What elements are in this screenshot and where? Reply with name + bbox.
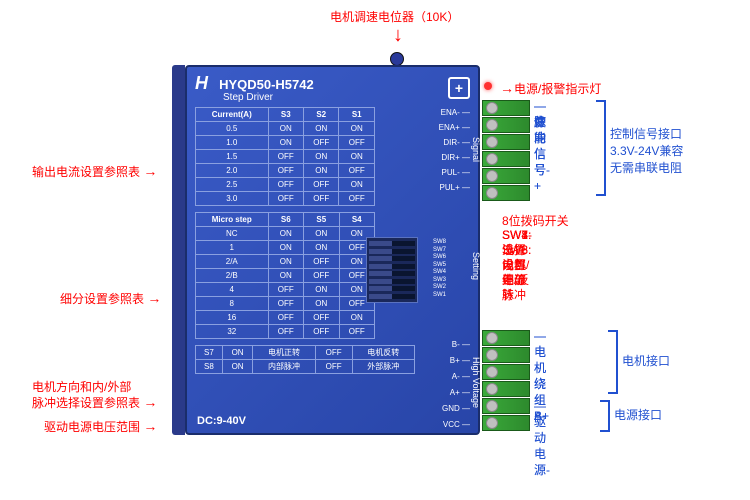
- driver-side-edge: [172, 65, 185, 435]
- step-driver-body: H HYQD50-H5742 Step Driver + Current(A)S…: [185, 65, 480, 435]
- motor-bracket: [608, 330, 618, 394]
- microstep-table: Micro stepS6S5S4NCONONON1ONONOFF2/AONOFF…: [195, 212, 375, 339]
- current-table-label: 输出电流设置参照表 →: [32, 163, 157, 180]
- brand-logo: H: [195, 73, 208, 94]
- power-alarm-label: →电源/报警指示灯: [500, 80, 601, 97]
- dip-switch-labels: SW8SW7SW6SW5SW4SW3SW2SW1: [433, 239, 446, 299]
- signal-terminal[interactable]: [482, 100, 530, 202]
- signal-section-label: Signal: [471, 137, 481, 162]
- power-led-icon: [484, 82, 492, 90]
- signal-pin-labels: ENA- —ENA+ —DIR- —DIR+ —PUL- —PUL+ —: [439, 105, 470, 195]
- dir-pulse-label-2: 脉冲选择设置参照表 →: [32, 394, 157, 411]
- dip-title: 8位拨码开关: [502, 212, 569, 229]
- dip-switch-block[interactable]: [366, 237, 418, 303]
- signal-bracket: [596, 100, 606, 196]
- dir-pulse-label-1: 电机方向和内/外部: [32, 378, 131, 395]
- signal-group-1: 控制信号接口: [610, 125, 682, 142]
- model-number: HYQD50-H5742: [219, 77, 314, 92]
- voltage-range-label: 驱动电源电压范围 →: [44, 418, 157, 435]
- signal-group-2: 3.3V-24V兼容: [610, 142, 683, 159]
- micro-table-label: 细分设置参照表 →: [60, 290, 161, 307]
- motor-group-label: 电机接口: [622, 352, 670, 369]
- potentiometer-label: 电机调速电位器（10K）: [330, 8, 459, 25]
- hv-pin-labels: B- —B+ —A- —A+ —GND —VCC —: [442, 337, 470, 433]
- power-bracket: [600, 400, 610, 432]
- voltage-range: DC:9-40V: [197, 415, 246, 427]
- current-table: Current(A)S3S2S10.5ONONON1.0ONOFFOFF1.5O…: [195, 107, 375, 206]
- hv-section-label: High Voltage: [471, 357, 481, 408]
- potentiometer-knob: [390, 52, 404, 66]
- power-terminal[interactable]: [482, 330, 530, 432]
- power-group-label: 电源接口: [614, 406, 662, 423]
- direction-pulse-table: S7ON电机正转OFF电机反转S8ON内部脉冲OFF外部脉冲: [195, 345, 415, 374]
- signal-group-3: 无需串联电阻: [610, 159, 682, 176]
- plus-icon: +: [448, 77, 470, 99]
- setting-section-label: Setting: [471, 252, 481, 280]
- arrow-down-icon: ↓: [393, 24, 403, 47]
- subtitle: Step Driver: [223, 92, 314, 103]
